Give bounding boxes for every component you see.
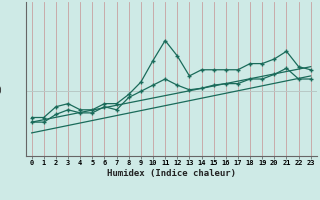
Text: -0: -0 bbox=[0, 86, 2, 96]
X-axis label: Humidex (Indice chaleur): Humidex (Indice chaleur) bbox=[107, 169, 236, 178]
